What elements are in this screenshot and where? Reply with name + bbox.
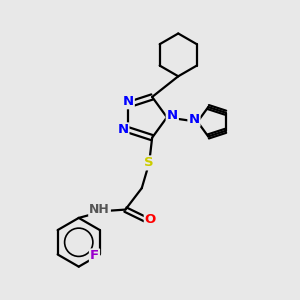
Text: S: S: [144, 156, 154, 170]
Text: O: O: [145, 214, 156, 226]
Text: N: N: [123, 95, 134, 108]
Text: NH: NH: [89, 203, 110, 216]
Text: N: N: [117, 123, 128, 136]
Text: N: N: [188, 113, 200, 126]
Text: F: F: [90, 250, 99, 262]
Text: N: N: [167, 109, 178, 122]
